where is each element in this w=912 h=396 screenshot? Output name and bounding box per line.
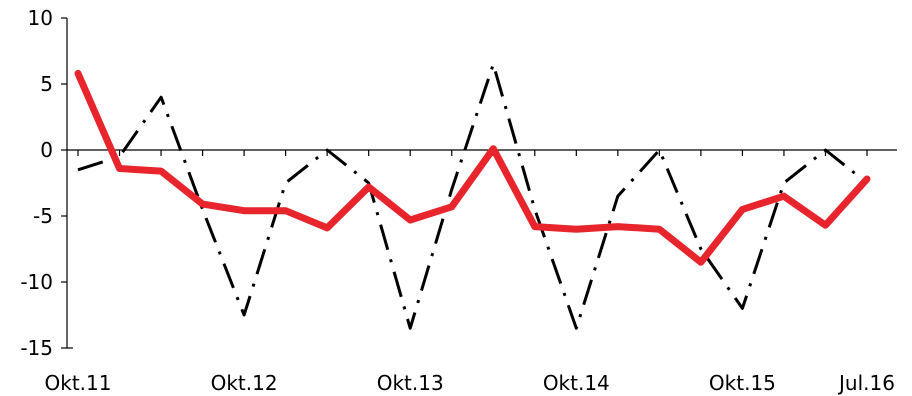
y-tick-label: -15 [20,336,53,360]
axes [61,17,897,349]
tick-labels: 10 5 0 -5 -10 -15 Okt.11 Okt.12 Okt.13 Okt.14 Okt.… [20,6,895,395]
y-tick-label: -5 [33,204,53,228]
x-tick-label: Okt.13 [377,371,444,395]
y-tick-label: 10 [28,6,53,30]
y-tick-label: 0 [40,138,53,162]
y-tick-label: -10 [20,270,53,294]
x-tick-label: Okt.15 [709,371,776,395]
series-line-red [74,69,871,266]
series-line-dashdot [77,62,868,330]
y-tick-label: 5 [40,72,53,96]
series-group [74,62,871,330]
x-tick-label: Okt.12 [211,371,278,395]
x-tick-label: Okt.11 [45,371,112,395]
x-tick-label: Jul.16 [837,371,895,395]
x-tick-label: Okt.14 [543,371,610,395]
